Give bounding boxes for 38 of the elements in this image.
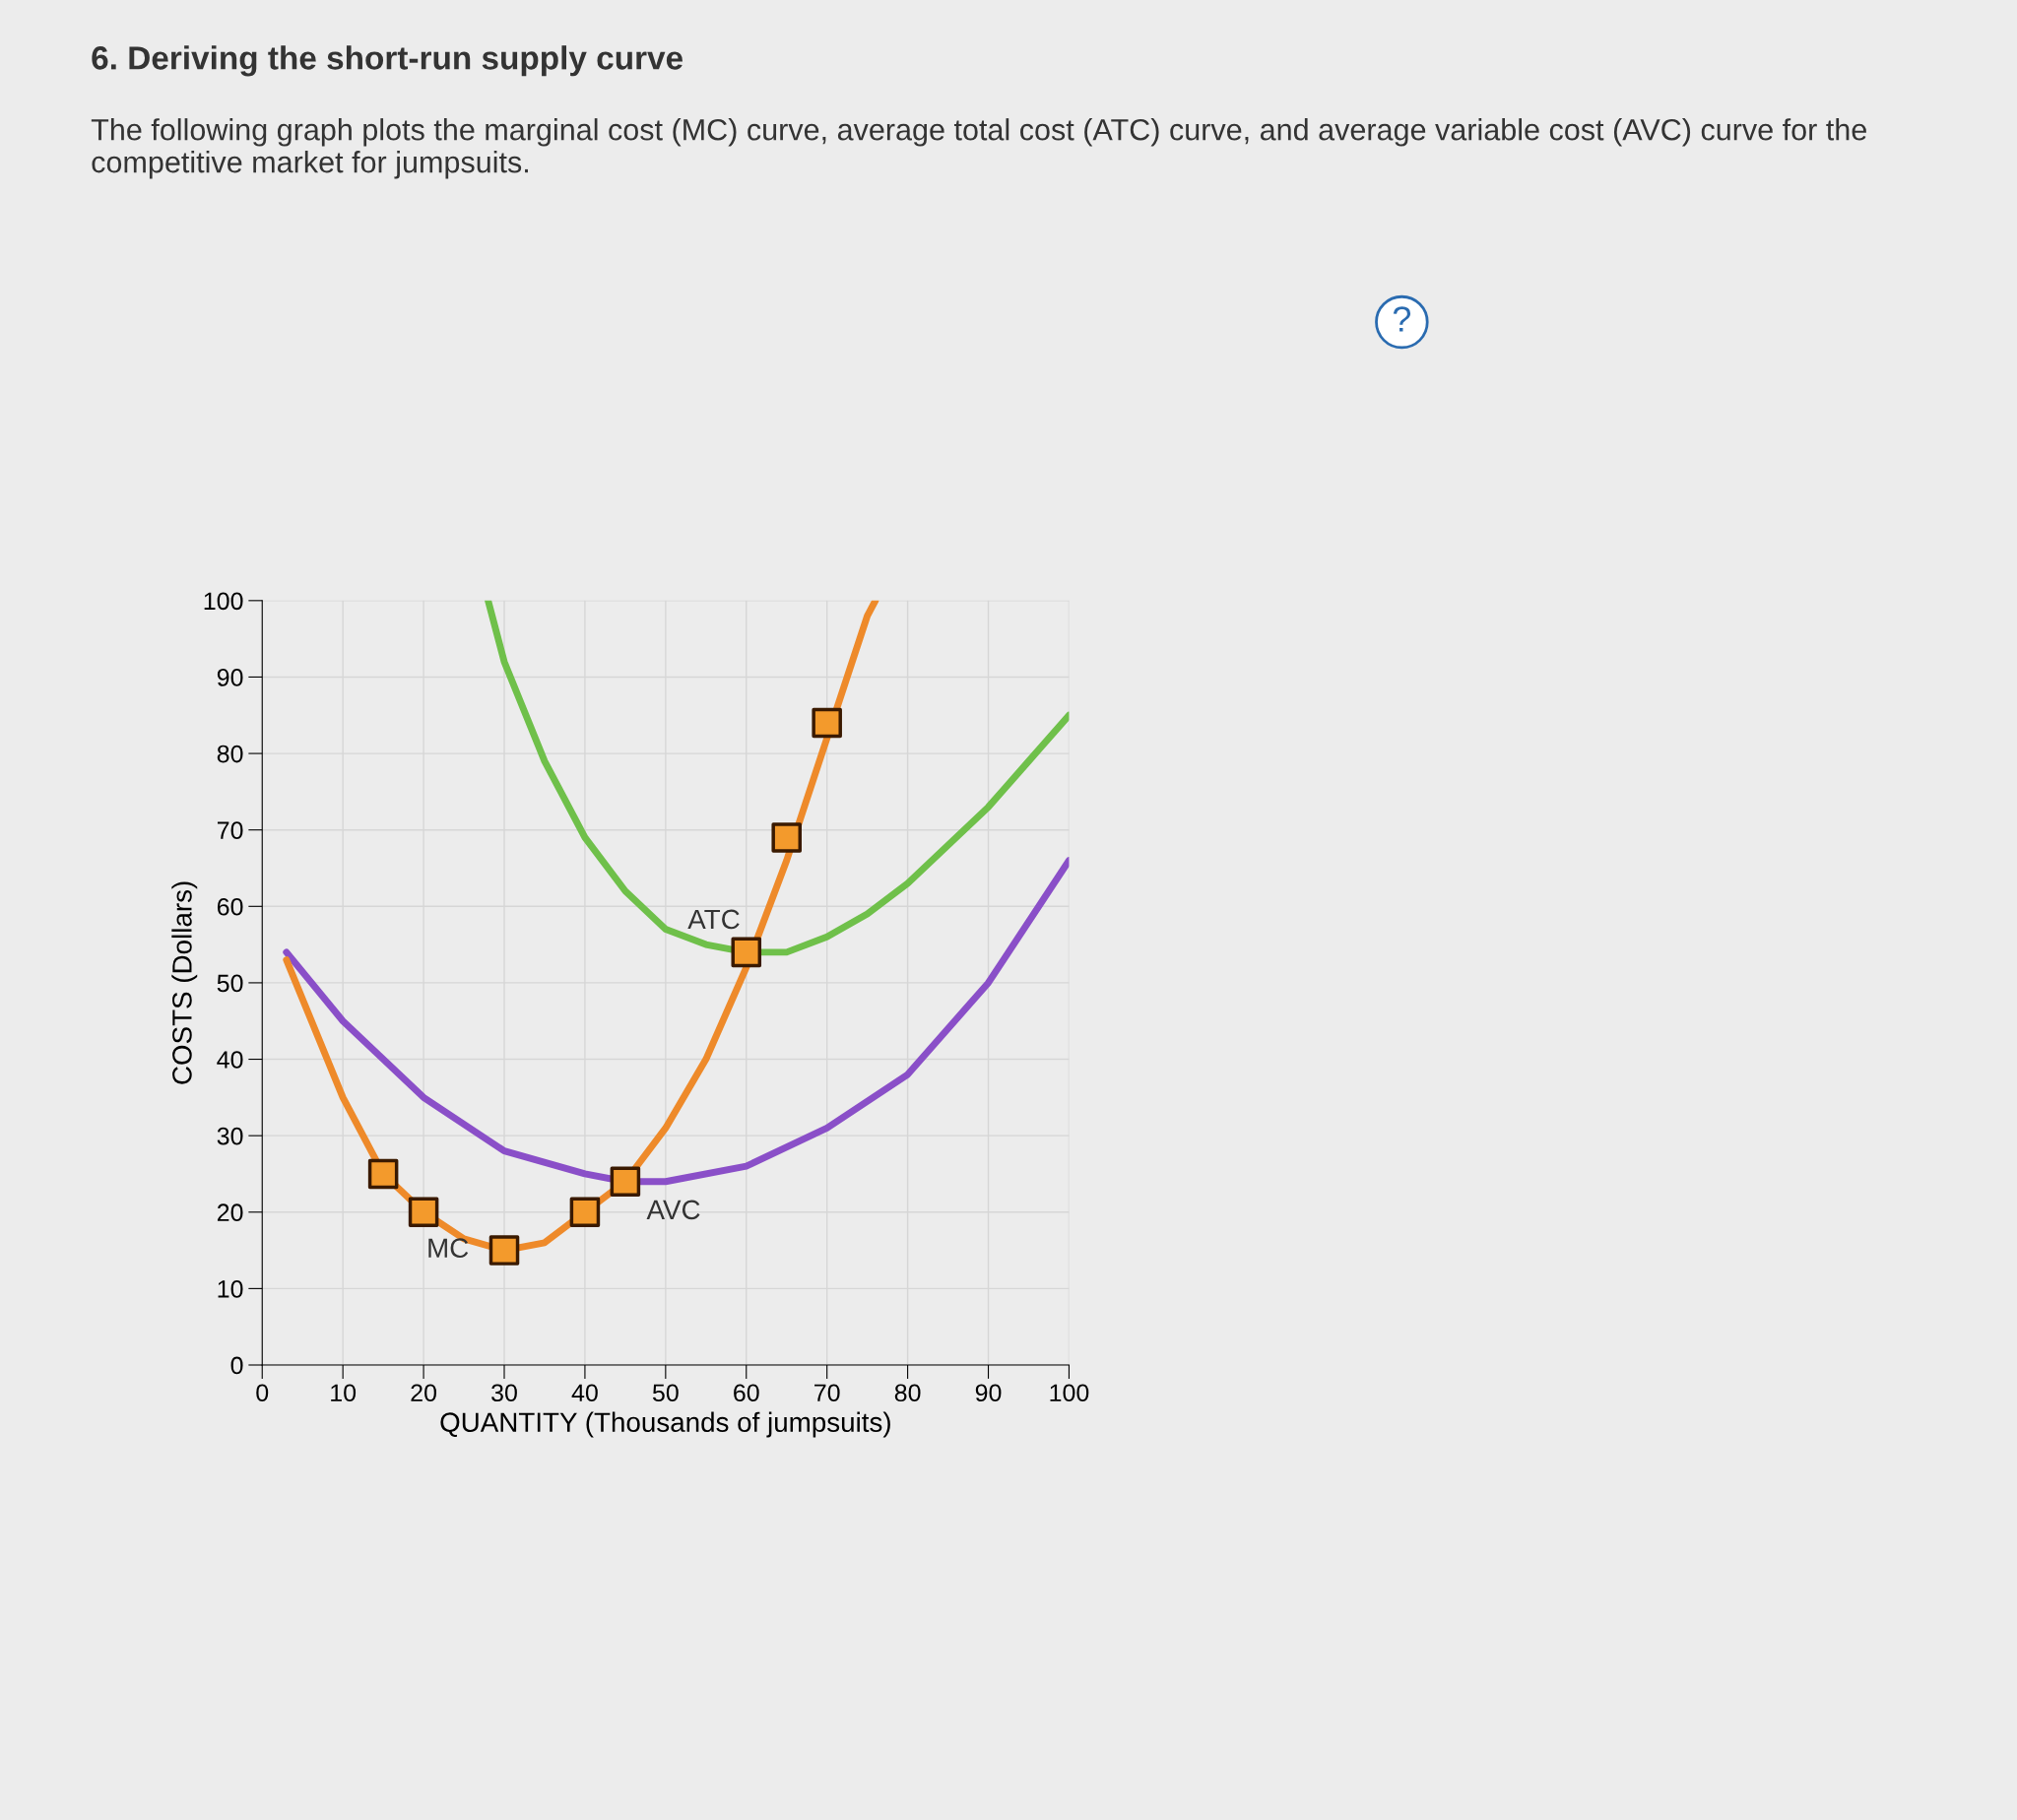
x-tick-label: 20 <box>411 1384 437 1402</box>
point <box>569 1197 601 1228</box>
series-label: AVC <box>646 1200 700 1220</box>
point <box>488 1235 520 1266</box>
y-tick-label: 30 <box>217 1127 243 1145</box>
x-tick-label: 80 <box>894 1384 921 1402</box>
point <box>812 707 842 739</box>
x-tick-label: 0 <box>256 1384 269 1402</box>
point <box>731 937 762 968</box>
x-tick-label: 60 <box>734 1384 759 1402</box>
y-tick-label: 40 <box>217 1051 243 1069</box>
y-tick-label: 70 <box>217 821 243 839</box>
y-tick-label: 100 <box>204 592 243 611</box>
text: ? <box>1393 306 1411 332</box>
point <box>408 1197 439 1228</box>
x-tick-label: 100 <box>1050 1384 1089 1402</box>
y-tick-label: 90 <box>217 669 243 686</box>
x-axis-title: QUANTITY (Thousands of jumpsuits) <box>440 1411 890 1438</box>
x-tick-label: 50 <box>652 1384 679 1402</box>
y-axis-title: COSTS (Dollars) <box>171 881 198 1084</box>
point <box>771 822 802 853</box>
y-tick-label: 50 <box>217 974 243 993</box>
point <box>610 1166 641 1197</box>
series-label: ATC <box>687 909 740 930</box>
point <box>367 1158 399 1190</box>
y-tick-label: 10 <box>218 1279 243 1298</box>
series-label: MC <box>428 1238 469 1259</box>
x-tick-label: 30 <box>491 1384 517 1402</box>
x-tick-label: 10 <box>331 1384 357 1402</box>
x-tick-label: 40 <box>571 1384 598 1402</box>
chart-subtitle: The following graph plots the marginal cost (MC) curve, average total cost (ATC) curve, and average variable cost (AVC) curve for the competitive market for jumpsuits. <box>91 118 1866 179</box>
y-tick-label: 80 <box>217 745 243 763</box>
chart-title: 6. Deriving the short-run supply curve <box>92 45 683 77</box>
y-tick-label: 0 <box>230 1356 243 1375</box>
x-tick-label: 70 <box>814 1384 840 1402</box>
x-tick-label: 90 <box>975 1384 1002 1402</box>
y-tick-label: 20 <box>217 1203 243 1222</box>
y-tick-label: 60 <box>217 897 243 916</box>
